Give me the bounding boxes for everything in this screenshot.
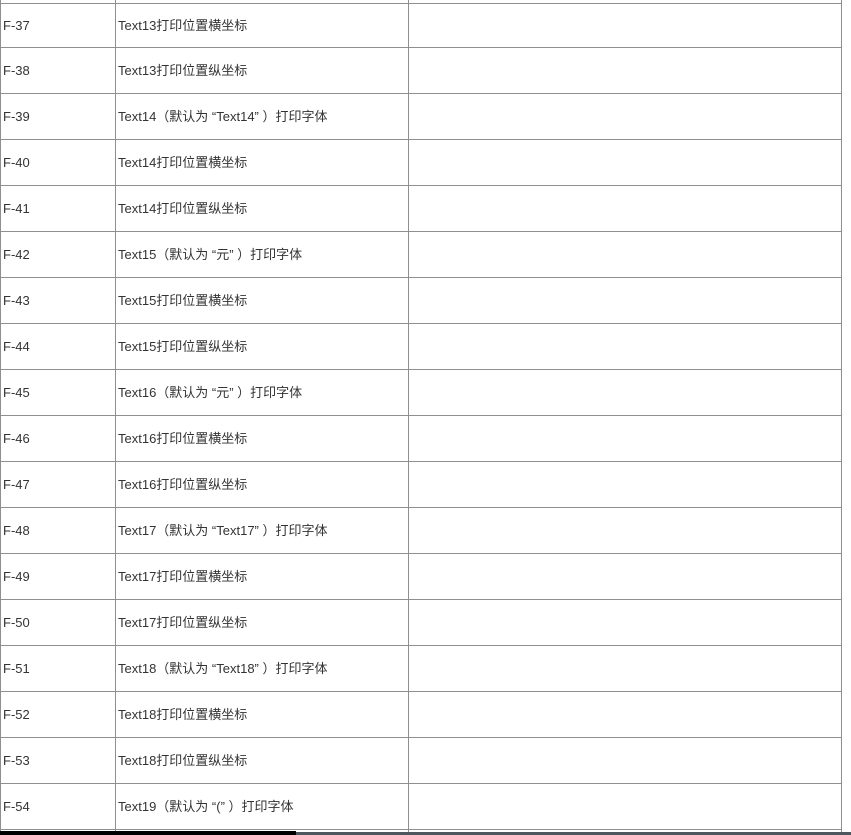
param-desc-cell	[116, 0, 409, 3]
table-row: F-37 Text13打印位置横坐标	[1, 4, 842, 48]
param-value-cell	[409, 186, 842, 231]
param-code-cell: F-44	[1, 324, 116, 369]
table-row: F-43 Text15打印位置横坐标	[1, 278, 842, 324]
param-desc-cell: Text15（默认为 “元” ）打印字体	[116, 232, 409, 277]
param-code-cell: F-47	[1, 462, 116, 507]
table-row: F-41 Text14打印位置纵坐标	[1, 186, 842, 232]
param-value-cell	[409, 48, 842, 93]
param-value-cell	[409, 600, 842, 645]
table-row: F-53 Text18打印位置纵坐标	[1, 738, 842, 784]
table-row: F-48 Text17（默认为 “Text17” ）打印字体	[1, 508, 842, 554]
param-desc-cell: Text14打印位置横坐标	[116, 140, 409, 185]
table-row: F-46 Text16打印位置横坐标	[1, 416, 842, 462]
param-value-cell	[409, 784, 842, 829]
table-row: F-38 Text13打印位置纵坐标	[1, 48, 842, 94]
table-row: F-47 Text16打印位置纵坐标	[1, 462, 842, 508]
param-code-cell: F-53	[1, 738, 116, 783]
param-value-cell	[409, 0, 842, 3]
param-desc-cell	[116, 830, 409, 832]
param-desc-cell: Text14打印位置纵坐标	[116, 186, 409, 231]
param-value-cell	[409, 738, 842, 783]
table-row-partial-top	[1, 0, 842, 4]
param-value-cell	[409, 508, 842, 553]
param-code-cell: F-50	[1, 600, 116, 645]
bottom-edge-bar	[0, 831, 851, 835]
param-desc-cell: Text16（默认为 “元” ）打印字体	[116, 370, 409, 415]
table-row: F-52 Text18打印位置横坐标	[1, 692, 842, 738]
table-row: F-50 Text17打印位置纵坐标	[1, 600, 842, 646]
param-value-cell	[409, 692, 842, 737]
table-row: F-49 Text17打印位置横坐标	[1, 554, 842, 600]
param-code-cell: F-43	[1, 278, 116, 323]
param-desc-cell: Text15打印位置纵坐标	[116, 324, 409, 369]
param-code-cell: F-38	[1, 48, 116, 93]
param-desc-cell: Text19（默认为 “(” ）打印字体	[116, 784, 409, 829]
param-value-cell	[409, 94, 842, 139]
param-desc-cell: Text16打印位置纵坐标	[116, 462, 409, 507]
param-code-cell: F-45	[1, 370, 116, 415]
param-desc-cell: Text17（默认为 “Text17” ）打印字体	[116, 508, 409, 553]
param-value-cell	[409, 370, 842, 415]
param-value-cell	[409, 232, 842, 277]
table-row: F-39 Text14（默认为 “Text14” ）打印字体	[1, 94, 842, 140]
bottom-edge-line	[0, 832, 851, 835]
table-row: F-42 Text15（默认为 “元” ）打印字体	[1, 232, 842, 278]
param-desc-cell: Text17打印位置横坐标	[116, 554, 409, 599]
param-value-cell	[409, 324, 842, 369]
table-row: F-51 Text18（默认为 “Text18” ）打印字体	[1, 646, 842, 692]
param-code-cell: F-42	[1, 232, 116, 277]
param-desc-cell: Text14（默认为 “Text14” ）打印字体	[116, 94, 409, 139]
table-row: F-45 Text16（默认为 “元” ）打印字体	[1, 370, 842, 416]
param-desc-cell: Text15打印位置横坐标	[116, 278, 409, 323]
param-value-cell	[409, 278, 842, 323]
param-desc-cell: Text17打印位置纵坐标	[116, 600, 409, 645]
param-code-cell: F-52	[1, 692, 116, 737]
param-value-cell	[409, 4, 842, 47]
param-value-cell	[409, 416, 842, 461]
table-row: F-40 Text14打印位置横坐标	[1, 140, 842, 186]
param-desc-cell: Text13打印位置纵坐标	[116, 48, 409, 93]
param-desc-cell: Text18（默认为 “Text18” ）打印字体	[116, 646, 409, 691]
table-row: F-54 Text19（默认为 “(” ）打印字体	[1, 784, 842, 830]
param-desc-cell: Text18打印位置横坐标	[116, 692, 409, 737]
param-desc-cell: Text13打印位置横坐标	[116, 4, 409, 47]
param-desc-cell: Text18打印位置纵坐标	[116, 738, 409, 783]
param-code-cell: F-49	[1, 554, 116, 599]
table-row: F-44 Text15打印位置纵坐标	[1, 324, 842, 370]
param-value-cell	[409, 646, 842, 691]
param-code-cell: F-37	[1, 4, 116, 47]
bottom-edge-black-segment	[0, 831, 296, 835]
param-value-cell	[409, 830, 842, 832]
param-value-cell	[409, 554, 842, 599]
param-code-cell: F-48	[1, 508, 116, 553]
param-code-cell: F-39	[1, 94, 116, 139]
param-value-cell	[409, 140, 842, 185]
param-code-cell: F-46	[1, 416, 116, 461]
param-code-cell: F-54	[1, 784, 116, 829]
param-code-cell	[1, 0, 116, 3]
param-desc-cell: Text16打印位置横坐标	[116, 416, 409, 461]
param-value-cell	[409, 462, 842, 507]
param-code-cell: F-40	[1, 140, 116, 185]
param-code-cell: F-41	[1, 186, 116, 231]
param-code-cell: F-51	[1, 646, 116, 691]
